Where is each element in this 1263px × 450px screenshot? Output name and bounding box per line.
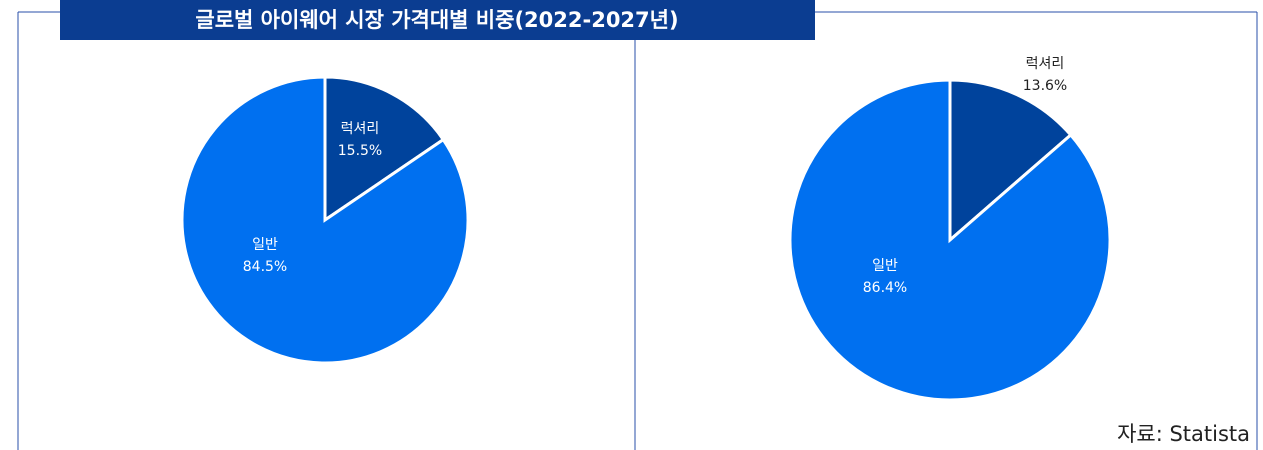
page-title: 글로벌 아이웨어 시장 가격대별 비중(2022-2027년) xyxy=(195,8,678,32)
slice-value: 84.5% xyxy=(243,259,287,275)
source-note: 자료: Statista xyxy=(1117,422,1250,446)
pie-slice xyxy=(180,75,470,365)
slice-category: 럭셔리 xyxy=(341,121,380,137)
slice-category: 일반 xyxy=(252,237,278,253)
slice-category: 럭셔리 xyxy=(1026,56,1065,72)
slice-value: 15.5% xyxy=(338,143,382,159)
title-bar xyxy=(60,0,815,40)
pie-slice xyxy=(788,78,1112,402)
slice-value: 13.6% xyxy=(1023,78,1067,94)
pie-slice xyxy=(948,78,1073,244)
slice-value: 86.4% xyxy=(863,280,907,296)
pie-slice xyxy=(323,75,446,223)
slice-category: 일반 xyxy=(872,258,898,274)
